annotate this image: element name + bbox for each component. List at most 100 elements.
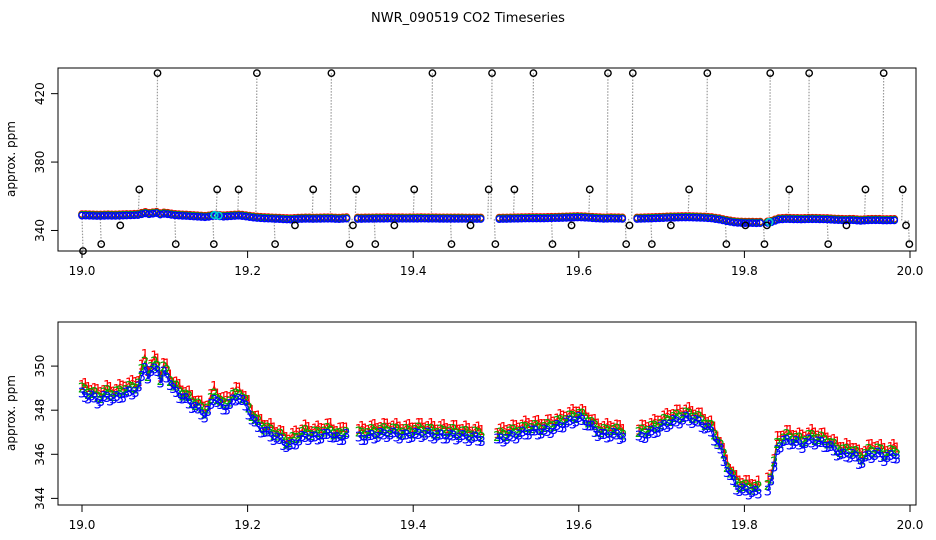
- series-marker-label: 1: [540, 418, 548, 433]
- series-point: [126, 211, 135, 220]
- x-tick-label: 19.4: [400, 518, 427, 532]
- series-marker-label: 2: [638, 424, 646, 439]
- series-marker-label: 1: [713, 430, 721, 445]
- series-marker-label: 3: [597, 428, 605, 443]
- series-point: [424, 214, 433, 223]
- series-marker-label: 3: [764, 485, 772, 500]
- series-marker-label: 3: [235, 393, 243, 408]
- outlier-point: [647, 240, 656, 249]
- x-tick-label: 19.2: [234, 518, 261, 532]
- series-marker-label: 2: [518, 421, 526, 436]
- series-point: [797, 215, 805, 224]
- series-point: [707, 214, 716, 223]
- outlier-point: [902, 221, 910, 230]
- series-line: [767, 432, 898, 486]
- series-marker-label: 2: [197, 401, 205, 416]
- series-line: [358, 426, 482, 438]
- series-marker-label: 2: [701, 419, 709, 434]
- x-tick-label: 19.6: [565, 518, 592, 532]
- series-marker-label: 2: [528, 422, 536, 437]
- series-marker-label: 2: [786, 432, 794, 447]
- series-marker-label: 1: [185, 385, 193, 400]
- spike-line: [904, 220, 907, 226]
- series-marker-label: 2: [449, 423, 457, 438]
- series-marker-label: 1: [534, 414, 542, 429]
- series-marker-label: 2: [339, 428, 347, 443]
- series-point: [528, 214, 537, 223]
- outlier-point: [529, 69, 538, 78]
- series-line: [638, 411, 759, 490]
- outlier-point: [567, 221, 576, 230]
- series-marker-label: 3: [317, 433, 325, 448]
- series-marker-label: 2: [427, 423, 435, 438]
- series-marker-label: 1: [695, 407, 703, 422]
- series-marker-label: 2: [364, 427, 372, 442]
- series-line: [81, 366, 347, 448]
- y-tick-label: 348: [33, 399, 47, 422]
- series-point: [324, 214, 332, 223]
- series-marker-label: 2: [673, 408, 681, 423]
- series-marker-label: 1: [421, 421, 429, 436]
- series-point: [402, 214, 411, 223]
- series-point: [812, 215, 820, 224]
- series-marker-label: 3: [304, 434, 312, 449]
- series-marker-label: 3: [830, 444, 838, 459]
- series-marker-label: 3: [824, 441, 832, 456]
- series-marker-label: 1: [660, 409, 668, 424]
- series-marker-label: 2: [336, 427, 344, 442]
- series-marker-label: 2: [361, 429, 369, 444]
- series-marker-label: 3: [531, 424, 539, 439]
- series-marker-label: 1: [386, 421, 394, 436]
- series-marker-label: 1: [566, 406, 574, 421]
- series-marker-label: 2: [814, 433, 822, 448]
- series-marker-label: 3: [688, 417, 696, 432]
- series-marker-label: 2: [477, 431, 485, 446]
- series-point: [156, 210, 165, 219]
- series-point: [171, 211, 179, 220]
- series-marker-label: 3: [723, 466, 731, 481]
- series-marker-label: 2: [805, 429, 813, 444]
- series-marker-label: 2: [710, 428, 718, 443]
- series-marker-label: 3: [751, 485, 759, 500]
- series-marker-label: 2: [824, 438, 832, 453]
- y-tick-label: 340: [33, 219, 47, 242]
- series-marker-label: 1: [613, 418, 621, 433]
- series-marker-label: 1: [578, 403, 586, 418]
- series-marker-label: 3: [676, 417, 684, 432]
- series-point: [450, 214, 459, 223]
- series-marker-label: 2: [201, 407, 209, 422]
- series-marker-label: 1: [798, 429, 806, 444]
- series-marker-label: 3: [641, 432, 649, 447]
- series-point: [581, 213, 589, 222]
- series-marker-label: 1: [874, 440, 882, 455]
- series-marker-label: 2: [874, 443, 882, 458]
- series-marker-label: 3: [499, 435, 507, 450]
- series-marker-label: 2: [443, 428, 451, 443]
- series-marker-label: 2: [267, 423, 275, 438]
- series-marker-label: 1: [433, 423, 441, 438]
- series-marker-label: 1: [254, 409, 262, 424]
- series-marker-label: 1: [547, 413, 555, 428]
- series-point: [335, 215, 343, 224]
- series-point: [432, 214, 440, 223]
- series-marker-label: 3: [106, 395, 114, 410]
- series-marker-label: 1: [868, 438, 876, 453]
- series-marker-label: 3: [701, 423, 709, 438]
- series-point: [834, 216, 843, 225]
- series-marker-label: 3: [506, 429, 514, 444]
- series-marker-label: 3: [383, 431, 391, 446]
- series-point: [663, 214, 671, 222]
- series-marker-label: 3: [792, 435, 800, 450]
- series-marker-label: 2: [547, 421, 555, 436]
- bottom-panel: approx. ppm 19.0 19.2 19.4 19.6 19.8 20.0 344…: [4, 321, 923, 532]
- series-marker-label: 2: [166, 375, 174, 390]
- series-marker-label: 1: [424, 420, 432, 435]
- series-marker-label: 3: [81, 391, 89, 406]
- series-point: [175, 211, 183, 220]
- series-marker-label: 3: [166, 379, 174, 394]
- series-point: [510, 214, 519, 223]
- series-marker-label: 3: [330, 432, 338, 447]
- series-marker-label: 1: [886, 441, 894, 456]
- series-point: [804, 215, 813, 224]
- series-marker-label: 3: [695, 415, 703, 430]
